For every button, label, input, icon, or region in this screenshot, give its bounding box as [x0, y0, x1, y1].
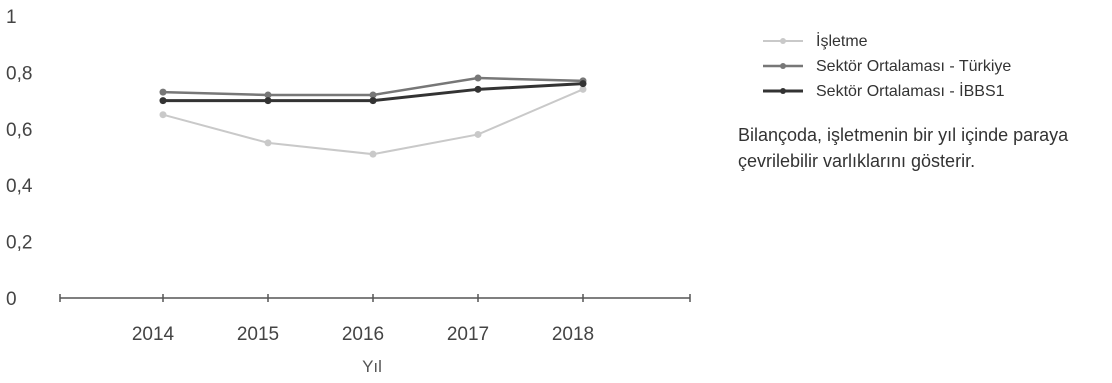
legend-label: Sektör Ortalaması - İBBS1 — [816, 81, 1005, 100]
legend-entry: Sektör Ortalaması - Türkiye — [763, 58, 1011, 75]
y-tick-label: 0,4 — [6, 176, 33, 197]
x-tick-label: 2015 — [237, 324, 279, 345]
data-point — [474, 130, 482, 138]
series-layer — [159, 74, 587, 158]
y-axis-ticks: 0 0,2 0,4 0,6 0,8 1 — [6, 7, 33, 310]
data-point — [264, 97, 272, 105]
x-tick-label: 2014 — [132, 324, 175, 345]
data-point — [159, 97, 167, 105]
data-point — [369, 91, 377, 99]
y-tick-label: 0 — [6, 289, 17, 310]
x-axis-ticks: 2014 2015 2016 2017 2018 — [59, 294, 691, 345]
x-tick-label: 2018 — [552, 324, 594, 345]
data-point — [264, 91, 272, 99]
data-point — [579, 80, 587, 88]
data-point — [474, 85, 482, 93]
legend-entry: İşletme — [763, 31, 868, 50]
data-point — [159, 88, 167, 96]
data-point — [264, 139, 272, 147]
data-point — [369, 97, 377, 105]
description-note: Bilançoda, işletmenin bir yıl içinde par… — [738, 125, 1069, 171]
legend-label: Sektör Ortalaması - Türkiye — [816, 58, 1011, 75]
legend: İşletme Sektör Ortalaması - Türkiye Sektör… — [763, 31, 1011, 100]
x-tick-label: 2016 — [342, 324, 384, 345]
legend-marker — [780, 38, 786, 44]
y-tick-label: 0,6 — [6, 120, 32, 141]
x-axis-title: Yıl — [362, 357, 382, 376]
y-tick-label: 1 — [6, 7, 17, 28]
y-tick-label: 0,2 — [6, 233, 32, 254]
x-tick-label: 2017 — [447, 324, 489, 345]
data-point — [369, 150, 377, 158]
series-1 — [159, 85, 587, 158]
legend-entry: Sektör Ortalaması - İBBS1 — [763, 81, 1005, 100]
legend-marker — [780, 63, 786, 69]
series-3 — [159, 80, 587, 105]
legend-label: İşletme — [816, 31, 868, 50]
y-tick-label: 0,8 — [6, 63, 32, 84]
data-point — [159, 111, 167, 119]
data-point — [474, 74, 482, 82]
data-point — [579, 85, 587, 93]
legend-marker — [780, 88, 786, 94]
